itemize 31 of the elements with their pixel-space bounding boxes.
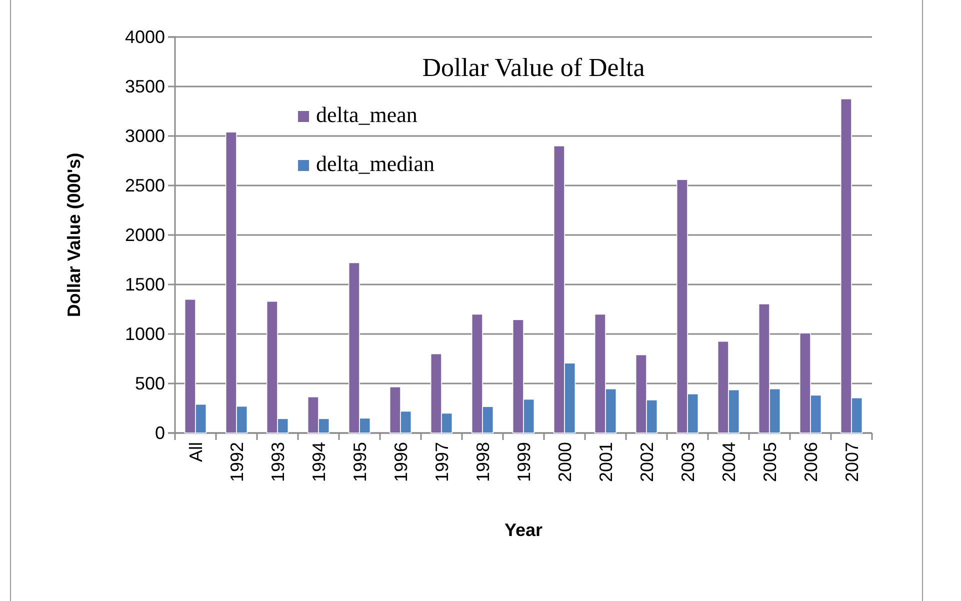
x-tick-label: 1997 — [432, 442, 452, 482]
x-tick-label: 2001 — [596, 442, 616, 482]
x-tick-label: 2002 — [636, 442, 657, 482]
y-tick-label: 2500 — [124, 175, 165, 196]
x-tick-label: 2006 — [800, 442, 821, 482]
x-tick-label: 1994 — [308, 442, 329, 482]
y-tick-label: 500 — [134, 373, 165, 394]
x-tick-label: 1992 — [226, 442, 247, 482]
text: Dollar Value of Delta — [422, 53, 646, 82]
x-tick-label: 1995 — [350, 442, 370, 482]
x-tick-label: 1999 — [514, 442, 534, 482]
x-axis-title: Year — [504, 520, 543, 540]
y-tick-label: 4000 — [124, 26, 165, 47]
y-tick-label: 2000 — [124, 224, 165, 245]
y-tick-label: 3000 — [124, 126, 165, 146]
y-tick-label: 3500 — [124, 76, 165, 96]
x-tick-label: 2005 — [760, 442, 780, 482]
x-tick-label: 2000 — [554, 442, 575, 482]
x-tick-label: 2007 — [842, 442, 862, 482]
x-tick-label: 1996 — [390, 442, 411, 482]
y-tick-label: 0 — [154, 422, 165, 443]
x-tick-label: All — [186, 442, 206, 462]
legend-label: delta_mean — [316, 102, 418, 127]
y-axis-title: Dollar Value (000's) — [64, 152, 84, 318]
y-tick-label: 1500 — [124, 274, 165, 294]
x-tick-label: 1993 — [268, 442, 288, 482]
x-tick-label: 1998 — [472, 442, 493, 482]
x-tick-label: 2004 — [718, 442, 739, 482]
y-tick-label: 1000 — [124, 324, 165, 344]
legend-label: delta_median — [316, 151, 435, 176]
x-tick-label: 2003 — [678, 442, 698, 482]
